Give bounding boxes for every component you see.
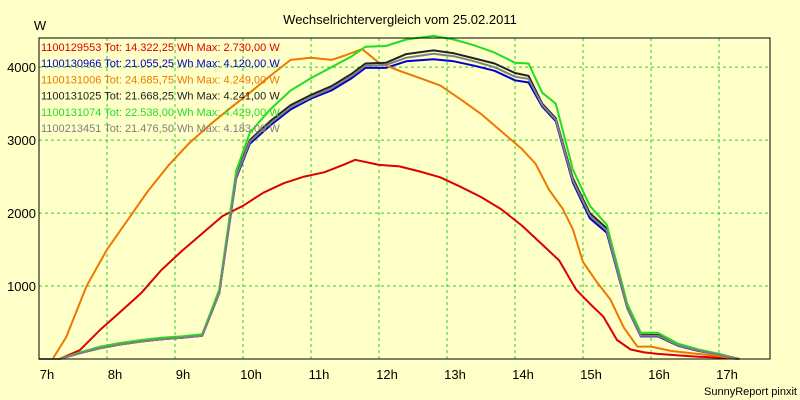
x-tick-label: 16h <box>648 367 670 382</box>
x-tick-labels: 7h 8h 9h 10h 11h 12h 13h 14h 15h 16h 17h <box>40 367 738 382</box>
legend-entry-1: 1100129553 Tot: 14.322,25 Wh Max: 2.730,… <box>41 42 280 54</box>
y-tick-label: 2000 <box>7 206 36 221</box>
legend-entry-5: 1100131074 Tot: 22.538,00 Wh Max: 4.429,… <box>41 107 280 119</box>
x-tick-label: 17h <box>716 367 738 382</box>
y-tick-label: 4000 <box>7 60 36 75</box>
x-tick-label: 10h <box>240 367 262 382</box>
x-tick-label: 7h <box>40 367 54 382</box>
series-line-1 <box>39 158 740 360</box>
footer-credit: SunnyReport pinxit <box>704 386 797 398</box>
grid <box>38 38 770 359</box>
legend: 1100129553 Tot: 14.322,25 Wh Max: 2.730,… <box>41 42 280 135</box>
chart-title: Wechselrichtervergleich vom 25.02.2011 <box>283 12 517 27</box>
x-tick-label: 11h <box>309 367 330 382</box>
legend-entry-2: 1100130966 Tot: 21.055,25 Wh Max: 4.120,… <box>41 58 280 70</box>
plot-area-border <box>38 37 771 360</box>
x-tick-label: 15h <box>580 367 602 382</box>
plot-frame <box>38 37 771 360</box>
series-lines <box>39 34 740 360</box>
series-line-5 <box>39 34 740 360</box>
x-tick-label: 8h <box>108 367 122 382</box>
y-axis-label: W <box>34 18 47 33</box>
legend-entry-4: 1100131025 Tot: 21.668,25 Wh Max: 4.241,… <box>41 91 280 103</box>
series-line-3 <box>39 48 740 360</box>
x-tick-label: 12h <box>376 367 398 382</box>
y-tick-label: 1000 <box>7 279 36 294</box>
x-tick-label: 13h <box>444 367 466 382</box>
x-tick-label: 14h <box>512 367 534 382</box>
legend-entry-6: 1100213451 Tot: 21.476,50 Wh Max: 4.183,… <box>41 123 280 135</box>
y-tick-label: 3000 <box>7 133 36 148</box>
y-tick-labels: 1000 2000 3000 4000 <box>7 60 36 294</box>
x-tick-label: 9h <box>176 367 190 382</box>
series-line-6 <box>39 52 740 360</box>
legend-entry-3: 1100131006 Tot: 24.685,75 Wh Max: 4.249,… <box>41 74 280 86</box>
